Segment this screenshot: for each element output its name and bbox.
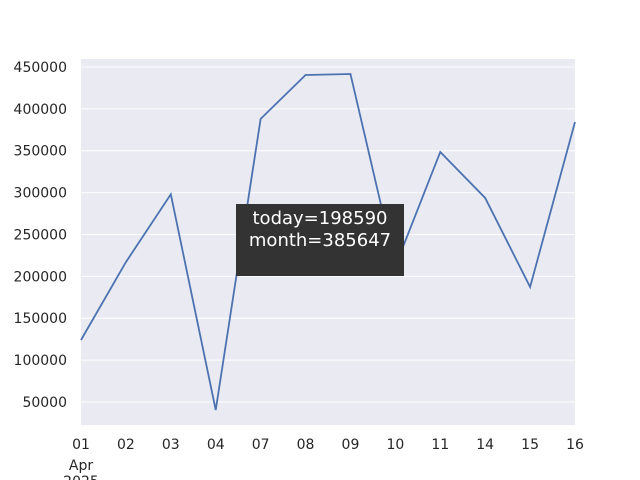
x-tick-label: 15	[521, 437, 539, 453]
data-line	[80, 73, 576, 411]
x-tick-label: 16	[566, 437, 584, 453]
x-tick-label: 09	[342, 437, 360, 453]
y-tick-label: 450000	[14, 60, 67, 76]
y-tick-label: 350000	[14, 144, 67, 160]
x-tick-label: 11	[431, 437, 449, 453]
tooltip-text: month=385647	[249, 230, 391, 251]
x-tick-label: 10	[386, 437, 404, 453]
x-tick-label: 07	[252, 437, 270, 453]
tooltip-box	[236, 204, 404, 276]
x-tick-label: 02	[117, 437, 135, 453]
x-tick-label: 14	[476, 437, 494, 453]
x-period-label: 2025	[63, 474, 99, 480]
y-tick-label: 300000	[14, 186, 67, 202]
x-tick-label: 01	[72, 437, 90, 453]
y-tick-label: 250000	[14, 227, 67, 243]
x-tick-label: 03	[162, 437, 180, 453]
y-tick-label: 400000	[14, 102, 67, 118]
y-tick-label: 100000	[14, 353, 67, 369]
y-tick-label: 150000	[14, 311, 67, 327]
x-period-label: Apr	[69, 458, 93, 474]
x-tick-label: 04	[207, 437, 225, 453]
y-tick-label: 50000	[22, 395, 67, 411]
y-tick-label: 200000	[14, 269, 67, 285]
tooltip-text: today=198590	[253, 208, 388, 229]
x-tick-label: 08	[297, 437, 315, 453]
